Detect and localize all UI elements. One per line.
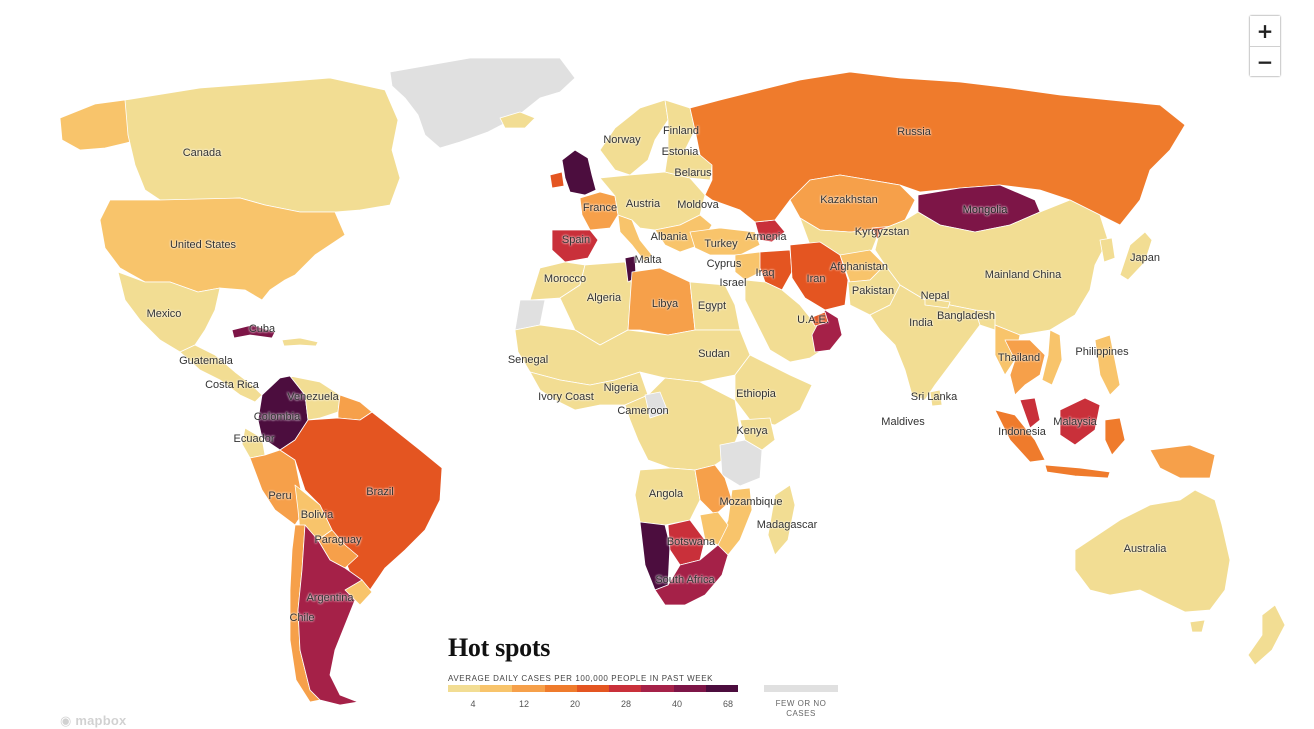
- country-greenland[interactable]: [389, 57, 576, 149]
- country-mexico[interactable]: [117, 271, 221, 353]
- country-argentina[interactable]: [297, 524, 363, 706]
- legend-swatch: [544, 685, 577, 692]
- country-sri-lanka[interactable]: [929, 389, 943, 407]
- country-angola[interactable]: [634, 467, 701, 526]
- country-uruguay[interactable]: [344, 579, 373, 606]
- country-korea[interactable]: [1099, 237, 1116, 263]
- legend-few-cases-label: FEW OR NO CASES: [775, 699, 827, 718]
- country-caribbean[interactable]: [281, 337, 319, 347]
- legend-swatch: [448, 685, 481, 692]
- legend-swatch: [673, 685, 706, 692]
- country-italy[interactable]: [617, 214, 653, 263]
- country-brazil[interactable]: [279, 411, 443, 591]
- country-ireland[interactable]: [549, 171, 565, 189]
- country-turkey[interactable]: [689, 227, 761, 256]
- country-myanmar[interactable]: [994, 324, 1021, 376]
- country-russia[interactable]: [689, 71, 1186, 226]
- country-caucasus[interactable]: [754, 219, 786, 243]
- country-sumatra[interactable]: [994, 409, 1046, 463]
- country-vietnam[interactable]: [1041, 329, 1063, 386]
- country-central-america[interactable]: [179, 344, 263, 403]
- country-sulawesi[interactable]: [1104, 417, 1126, 456]
- country-iran[interactable]: [789, 241, 849, 311]
- legend-tick: 40: [671, 699, 683, 709]
- country-botswana[interactable]: [667, 519, 706, 566]
- zoom-controls: + −: [1249, 15, 1281, 77]
- country-syria-levant[interactable]: [734, 251, 766, 281]
- country-namibia[interactable]: [639, 521, 671, 591]
- legend: Hot spots AVERAGE DAILY CASES PER 100,00…: [448, 633, 848, 718]
- country-zimbabwe[interactable]: [699, 511, 729, 546]
- country-malaysia[interactable]: [1019, 397, 1041, 429]
- country-tanzania[interactable]: [719, 439, 763, 487]
- mapbox-logo[interactable]: ◉ mapbox: [60, 713, 127, 728]
- legend-tick: 28: [620, 699, 632, 709]
- country-united-kingdom[interactable]: [561, 149, 597, 196]
- country-iceland[interactable]: [499, 111, 536, 129]
- country-south-africa[interactable]: [654, 544, 729, 606]
- country-uae[interactable]: [809, 311, 829, 327]
- country-philippines[interactable]: [1094, 334, 1121, 396]
- country-thailand[interactable]: [1004, 339, 1046, 396]
- country-java[interactable]: [1044, 464, 1111, 479]
- country-japan[interactable]: [1119, 231, 1153, 281]
- country-libya[interactable]: [627, 267, 696, 336]
- country-oman[interactable]: [811, 309, 843, 353]
- country-australia[interactable]: [1074, 489, 1231, 613]
- country-cameroon-gap[interactable]: [644, 391, 669, 419]
- zoom-out-button[interactable]: −: [1250, 46, 1280, 76]
- legend-title: Hot spots: [448, 633, 551, 662]
- legend-tick: 4: [470, 699, 476, 709]
- country-venezuela[interactable]: [289, 375, 341, 421]
- legend-few-cases-swatch: [764, 685, 838, 692]
- legend-swatch: [512, 685, 545, 692]
- mapbox-logo-text: mapbox: [75, 713, 127, 728]
- legend-swatch: [705, 685, 738, 692]
- country-baltics[interactable]: [664, 149, 713, 181]
- country-new-guinea[interactable]: [1149, 444, 1216, 479]
- legend-tick: 12: [518, 699, 530, 709]
- country-egypt[interactable]: [689, 281, 741, 331]
- legend-subtitle: AVERAGE DAILY CASES PER 100,000 PEOPLE I…: [448, 674, 714, 683]
- legend-swatch: [641, 685, 674, 692]
- country-cuba[interactable]: [231, 324, 276, 339]
- country-new-zealand[interactable]: [1247, 604, 1286, 666]
- country-india[interactable]: [869, 284, 981, 401]
- country-ethiopia-horn[interactable]: [734, 354, 813, 426]
- country-nepal[interactable]: [924, 297, 951, 309]
- legend-tick: 20: [569, 699, 581, 709]
- country-borneo[interactable]: [1059, 397, 1101, 446]
- legend-swatch: [576, 685, 610, 692]
- country-spain[interactable]: [551, 229, 599, 263]
- country-united-states[interactable]: [99, 197, 346, 301]
- country-kenya[interactable]: [739, 417, 776, 451]
- country-norway-sweden[interactable]: [599, 99, 669, 176]
- legend-swatch: [480, 685, 513, 692]
- country-canada[interactable]: [124, 77, 401, 213]
- legend-swatch: [609, 685, 642, 692]
- legend-tick: 68: [722, 699, 734, 709]
- country-france[interactable]: [579, 191, 619, 231]
- legend-ticks: 4 12 20 28 40 68: [448, 699, 738, 711]
- zoom-in-button[interactable]: +: [1250, 16, 1280, 46]
- country-tasmania[interactable]: [1189, 619, 1206, 633]
- country-madagascar[interactable]: [767, 484, 796, 556]
- legend-color-scale: [448, 685, 738, 692]
